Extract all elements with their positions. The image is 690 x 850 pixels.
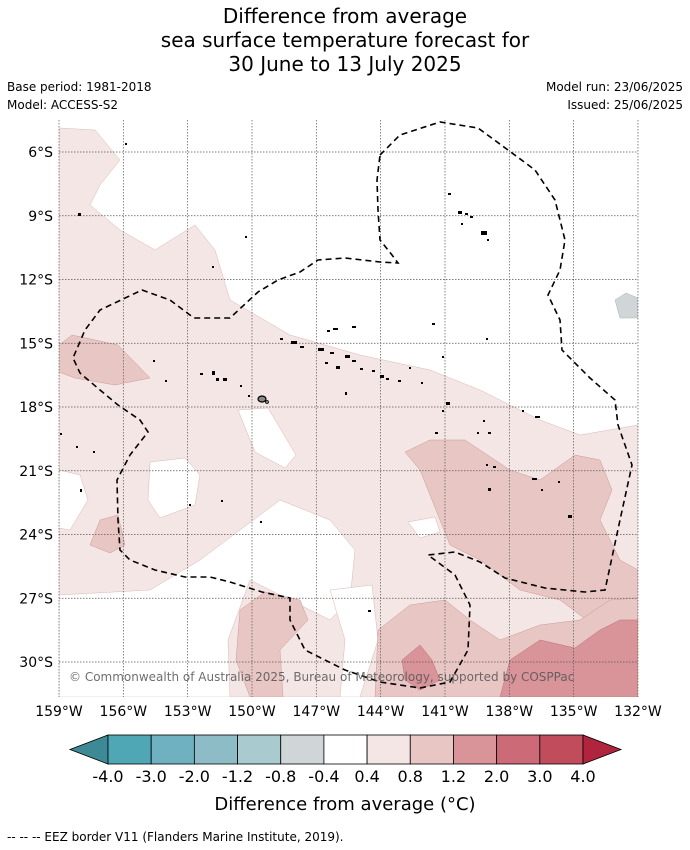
base-period: Base period: 1981-2018 [7, 80, 152, 94]
lat-tick-label: 27°S [19, 591, 53, 607]
lon-tick-label: 153°W [164, 704, 212, 720]
white-patch-d [407, 516, 441, 539]
colorbar-tick-label: -0.8 [265, 767, 296, 786]
chart-title: Difference from average sea surface temp… [0, 4, 690, 76]
lon-tick-label: 138°W [486, 704, 534, 720]
anomaly-field-08-12-east [404, 439, 638, 641]
colorbar-extend-low [68, 734, 109, 765]
latitude-labels: 6°S 9°S 12°S 15°S 18°S 21°S 24°S 27°S 30°S [19, 145, 53, 671]
lon-tick-label: 132°W [614, 704, 662, 720]
eez-footnote: -- -- -- EEZ border V11 (Flanders Marine… [7, 830, 344, 844]
colorbar: -4.0 -3.0 -2.0 -1.2 -0.8 -0.4 0.4 0.8 1.2 2.0 3.0 4… [68, 734, 623, 786]
lat-tick-label: 30°S [19, 655, 53, 671]
lon-tick-label: 141°W [421, 704, 469, 720]
colorbar-tick-label: 4.0 [570, 767, 595, 786]
colorbar-label: Difference from average (°C) [214, 794, 476, 815]
colorbar-tick-label: -4.0 [92, 767, 123, 786]
lat-tick-label: 21°S [19, 464, 53, 480]
colorbar-segment [539, 734, 584, 765]
lon-tick-label: 147°W [293, 704, 341, 720]
colorbar-tick-label: 0.4 [354, 767, 379, 786]
lat-tick-label: 15°S [19, 336, 53, 352]
model-name: Model: ACCESS-S2 [7, 98, 119, 112]
colorbar-segment [323, 734, 368, 765]
lat-tick-label: 9°S [28, 209, 53, 225]
lon-tick-label: 156°W [100, 704, 148, 720]
copyright-notice: © Commonwealth of Australia 2025, Bureau… [69, 670, 574, 684]
model-run: Model run: 23/06/2025 [545, 80, 683, 94]
lon-tick-label: 135°W [550, 704, 598, 720]
anomaly-field-12-20-east [499, 619, 638, 697]
lat-tick-label: 6°S [28, 145, 53, 161]
island-moorea [265, 400, 269, 404]
islands [60, 143, 572, 612]
island-tahiti [257, 395, 267, 403]
anomaly-field-12-20-south [401, 644, 441, 691]
colorbar-tick-label: -2.0 [179, 767, 210, 786]
title-line-3: 30 June to 13 July 2025 [228, 52, 462, 76]
colorbar-extend-high [582, 734, 623, 765]
lat-tick-label: 12°S [19, 273, 53, 289]
anomaly-fields [59, 127, 638, 697]
graticule [58, 120, 639, 697]
white-patch-c [59, 469, 89, 531]
colorbar-segment [237, 734, 282, 765]
lon-tick-label: 144°W [357, 704, 405, 720]
lon-tick-label: 150°W [228, 704, 276, 720]
anomaly-field-08-12-small [89, 514, 126, 554]
colorbar-tick-label: 3.0 [527, 767, 552, 786]
meta-left: Base period: 1981-2018 Model: ACCESS-S2 [7, 78, 152, 114]
colorbar-segment [496, 734, 541, 765]
lat-tick-label: 18°S [19, 400, 53, 416]
colorbar-tick-label: 2.0 [484, 767, 509, 786]
issued-date: Issued: 25/06/2025 [567, 98, 683, 112]
colorbar-tick-label: 1.2 [441, 767, 466, 786]
cool-anomaly-patch [614, 292, 638, 319]
white-patch-a [147, 457, 201, 519]
meta-right: Model run: 23/06/2025 Issued: 25/06/2025 [546, 78, 683, 114]
lat-tick-label: 24°S [19, 528, 53, 544]
colorbar-segment [453, 734, 498, 765]
colorbar-segment [409, 734, 454, 765]
colorbar-tick-label: -3.0 [136, 767, 167, 786]
anomaly-field-08-12-west [59, 334, 151, 386]
white-patch-f [329, 584, 379, 697]
longitude-labels: 159°W 156°W 153°W 150°W 147°W 144°W 141°W 138°W… [35, 704, 662, 720]
title-line-2: sea surface temperature forecast for [160, 28, 530, 52]
title-line-1: Difference from average [222, 4, 468, 28]
colorbar-segment [107, 734, 152, 765]
colorbar-tick-label: 0.8 [398, 767, 423, 786]
colorbar-tick-label: -1.2 [222, 767, 253, 786]
colorbar-segment [280, 734, 325, 765]
lon-tick-label: 159°W [35, 704, 83, 720]
colorbar-segment [150, 734, 195, 765]
colorbar-segment [366, 734, 411, 765]
colorbar-segment [193, 734, 238, 765]
colorbar-tick-label: -0.4 [308, 767, 339, 786]
